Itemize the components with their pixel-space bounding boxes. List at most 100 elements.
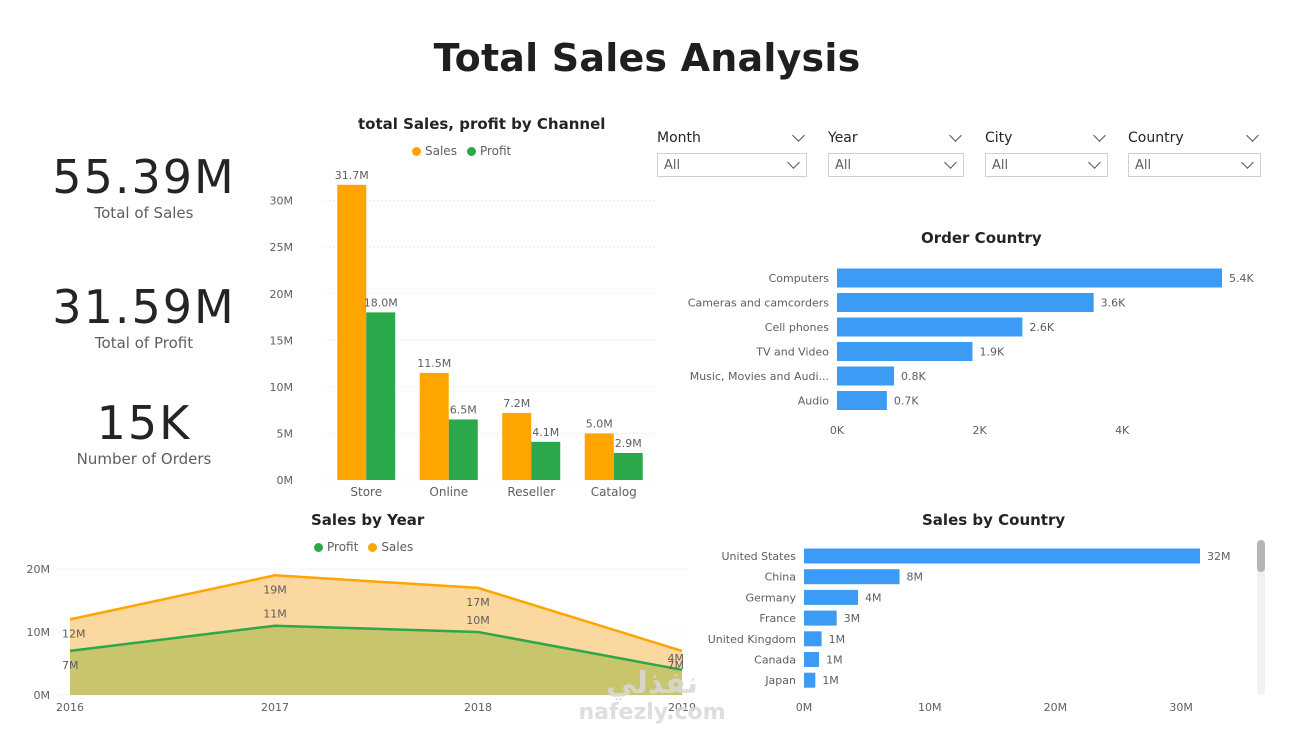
- legend-dot: [314, 542, 323, 552]
- slicer-country: Country All: [1128, 128, 1261, 177]
- data-label: 11.5M: [417, 357, 451, 370]
- category-label: Japan: [764, 674, 796, 687]
- slicer-city: City All: [985, 128, 1108, 177]
- year-dropdown[interactable]: All: [828, 153, 964, 177]
- data-label: 5.0M: [586, 417, 613, 430]
- x-tick-label: Online: [429, 485, 468, 499]
- data-label: 0.7K: [894, 395, 919, 408]
- kpi-label: Total of Profit: [94, 334, 194, 352]
- category-label: Audio: [798, 395, 830, 408]
- bar: [804, 548, 1200, 564]
- legend-dot: [412, 146, 421, 156]
- bar: [837, 366, 895, 386]
- dropdown-value: All: [835, 157, 852, 173]
- data-label: 1M: [829, 633, 846, 646]
- x-tick-label: Catalog: [591, 485, 637, 499]
- x-tick-label: 30M: [1169, 701, 1193, 714]
- y-tick-label: 0M: [277, 474, 294, 487]
- data-label: 1.9K: [979, 346, 1004, 359]
- slicer-label: Country: [1128, 130, 1184, 146]
- data-label: 3M: [844, 612, 861, 625]
- bar: [804, 631, 822, 647]
- slicer-year: Year All: [828, 128, 964, 177]
- data-label: 7M: [62, 659, 79, 672]
- data-label: 6.5M: [450, 403, 477, 416]
- data-label: 2.9M: [615, 437, 642, 450]
- y-tick-label: 10M: [270, 381, 294, 394]
- order-country-chart-title: Order Country: [921, 229, 1042, 247]
- bar-profit: [366, 312, 396, 480]
- y-tick-label: 20M: [27, 563, 51, 576]
- bar-sales: [337, 184, 367, 480]
- dropdown-value: All: [1135, 157, 1152, 173]
- area-profit: [70, 625, 682, 695]
- channel-chart-legend: Sales Profit: [412, 144, 511, 158]
- bar-sales: [419, 372, 449, 480]
- x-tick-label: 2019: [668, 701, 696, 714]
- y-tick-label: 25M: [270, 241, 294, 254]
- bar: [804, 672, 816, 688]
- bar-sales: [584, 433, 614, 480]
- legend-item-sales[interactable]: Sales: [368, 540, 413, 554]
- legend-dot: [368, 542, 378, 552]
- bar: [837, 391, 887, 410]
- bar: [804, 589, 859, 605]
- bar-profit: [613, 452, 643, 480]
- scrollbar-thumb[interactable]: [1257, 540, 1265, 572]
- kpi-total-profit: 31.59M Total of Profit: [40, 280, 248, 352]
- sales-by-country-scrollbar[interactable]: [1257, 540, 1265, 695]
- legend-item-profit[interactable]: Profit: [314, 540, 358, 554]
- channel-chart: 0M 5M 10M 15M 20M 25M 30M 31.7M 18.0M Store 11.5M 6…: [270, 170, 655, 499]
- y-tick-label: 15M: [270, 334, 294, 347]
- y-tick-label: 5M: [277, 427, 294, 440]
- page-title: Total Sales Analysis: [433, 36, 861, 80]
- sales-by-country-chart: United States 32M China 8M Germany 4M France 3M…: [708, 548, 1231, 714]
- category-label: Cell phones: [765, 321, 829, 334]
- sales-by-country-chart-title: Sales by Country: [922, 511, 1066, 529]
- legend-label: Sales: [381, 540, 414, 554]
- x-tick-label: 0M: [796, 701, 813, 714]
- data-label: 7.2M: [503, 397, 530, 410]
- chevron-down-icon[interactable]: [1246, 129, 1259, 142]
- category-label: France: [759, 612, 796, 625]
- channel-chart-title: total Sales, profit by Channel: [358, 115, 606, 133]
- bar-profit: [531, 441, 561, 480]
- data-label: 1M: [822, 674, 839, 687]
- data-label: 0.8K: [901, 370, 926, 383]
- chevron-down-icon[interactable]: [792, 129, 805, 142]
- x-tick-label: Store: [350, 485, 382, 499]
- chevron-down-icon[interactable]: [949, 129, 962, 142]
- x-tick-label: 0K: [830, 424, 845, 437]
- legend-item-sales[interactable]: Sales: [412, 144, 457, 158]
- city-dropdown[interactable]: All: [985, 153, 1108, 177]
- slicer-header[interactable]: Month: [657, 128, 807, 148]
- chevron-down-icon[interactable]: [1093, 129, 1106, 142]
- data-label: 18.0M: [364, 296, 398, 309]
- data-label: 17M: [466, 596, 490, 609]
- bar: [804, 652, 820, 667]
- data-label: 19M: [263, 583, 287, 596]
- category-label: United Kingdom: [708, 633, 796, 646]
- x-tick-label: 2017: [261, 701, 289, 714]
- slicer-header[interactable]: Country: [1128, 128, 1261, 148]
- slicer-header[interactable]: Year: [828, 128, 964, 148]
- chevron-down-icon: [944, 156, 957, 169]
- y-tick-label: 0M: [34, 689, 51, 702]
- data-label: 12M: [62, 627, 86, 640]
- legend-dot: [466, 146, 476, 156]
- kpi-value: 31.59M: [52, 280, 236, 334]
- sales-by-year-legend: Profit Sales: [314, 540, 413, 554]
- slicer-header[interactable]: City: [985, 128, 1108, 148]
- y-tick-label: 20M: [270, 288, 294, 301]
- sales-by-year-chart: 0M 10M 20M 7M 11M 10M 4M 12M 19M 17M 7M 2016 2017 201…: [27, 563, 697, 714]
- bar: [837, 342, 973, 361]
- legend-item-profit[interactable]: Profit: [466, 144, 511, 158]
- country-dropdown[interactable]: All: [1128, 153, 1261, 177]
- bar-profit: [448, 419, 478, 480]
- data-label: 32M: [1207, 550, 1231, 563]
- month-dropdown[interactable]: All: [657, 153, 807, 177]
- category-label: United States: [722, 550, 797, 563]
- data-label: 8M: [907, 571, 924, 584]
- x-tick-label: 20M: [1044, 701, 1068, 714]
- data-label: 4.1M: [532, 426, 559, 439]
